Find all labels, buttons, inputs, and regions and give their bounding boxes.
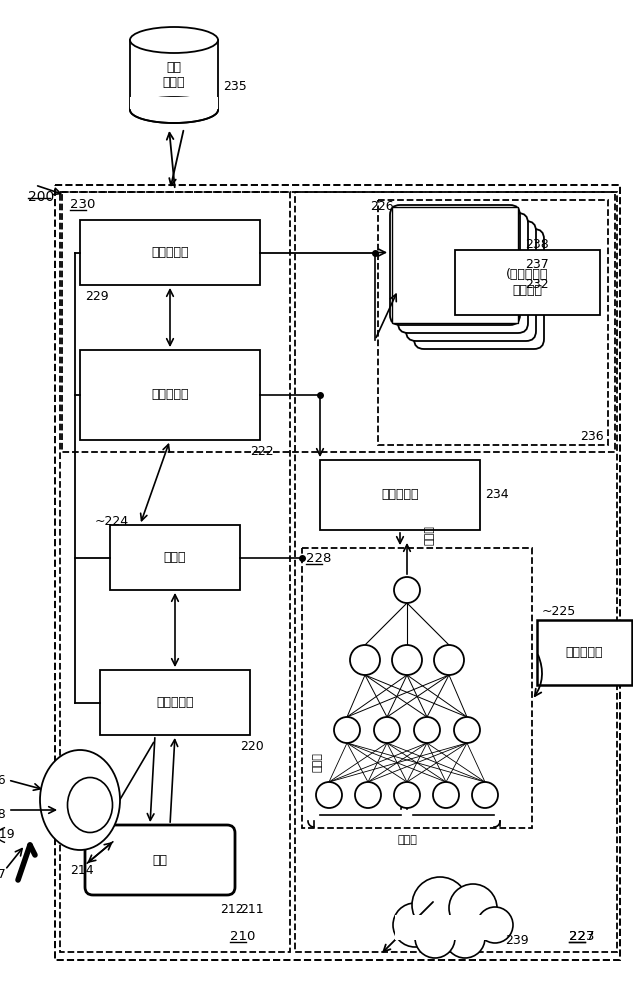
Circle shape [477, 907, 513, 943]
Circle shape [393, 903, 437, 947]
Text: 波束成形器: 波束成形器 [156, 696, 194, 709]
Text: 217: 217 [0, 868, 6, 882]
Text: 阵列: 阵列 [153, 854, 168, 866]
Bar [302, 548, 532, 828]
Ellipse shape [130, 97, 218, 123]
Text: 229: 229 [85, 290, 109, 303]
Text: 外部
存储器: 外部 存储器 [163, 61, 185, 89]
FancyBboxPatch shape [406, 221, 536, 341]
Bar [455, 250, 600, 315]
FancyBboxPatch shape [390, 205, 520, 325]
Ellipse shape [130, 27, 218, 53]
Text: 220: 220 [240, 740, 264, 753]
Text: (一个或多个
用户控制: (一个或多个 用户控制 [506, 268, 549, 296]
Text: 216: 216 [0, 774, 6, 786]
Circle shape [472, 782, 498, 808]
Text: 226: 226 [370, 200, 394, 213]
Bar [320, 460, 480, 530]
Bar [130, 97, 218, 110]
Text: 219: 219 [0, 828, 15, 842]
Text: 227: 227 [569, 930, 594, 943]
Text: ~224: ~224 [95, 515, 129, 528]
Text: 本地存储器: 本地存储器 [151, 246, 189, 259]
Text: 211: 211 [240, 903, 263, 916]
Text: 238: 238 [525, 238, 549, 251]
Text: 200: 200 [28, 190, 54, 204]
Ellipse shape [40, 750, 120, 850]
Text: 信号处理器: 信号处理器 [151, 388, 189, 401]
Text: 232: 232 [525, 278, 549, 292]
Text: 234: 234 [485, 488, 509, 502]
FancyBboxPatch shape [414, 229, 544, 349]
Text: 214: 214 [70, 863, 94, 876]
Bar [80, 220, 260, 285]
Bar [537, 620, 632, 685]
Circle shape [350, 645, 380, 675]
Text: 显示处理器: 显示处理器 [381, 488, 419, 502]
Bar [395, 915, 500, 940]
Text: 237: 237 [525, 258, 549, 271]
Circle shape [433, 782, 459, 808]
Bar [110, 525, 240, 590]
Text: 210: 210 [230, 930, 255, 943]
Circle shape [449, 884, 497, 932]
Text: 230: 230 [70, 198, 96, 211]
Bar [100, 670, 250, 735]
FancyBboxPatch shape [85, 825, 235, 895]
Text: ~225: ~225 [542, 605, 576, 618]
Text: 控制器: 控制器 [164, 551, 186, 564]
Bar [60, 192, 290, 952]
Bar [378, 200, 608, 445]
Text: 可执行指令: 可执行指令 [566, 646, 603, 659]
Text: 218: 218 [0, 808, 6, 822]
Circle shape [316, 782, 342, 808]
Circle shape [454, 717, 480, 743]
Circle shape [394, 782, 420, 808]
Circle shape [355, 782, 381, 808]
Circle shape [414, 717, 440, 743]
Text: 222: 222 [250, 445, 273, 458]
Text: 235: 235 [223, 81, 247, 94]
Circle shape [412, 877, 468, 933]
Ellipse shape [68, 778, 113, 832]
Text: 输出层: 输出层 [425, 525, 435, 545]
Circle shape [415, 918, 455, 958]
Circle shape [392, 645, 422, 675]
Bar [62, 192, 615, 452]
Bar [392, 207, 518, 323]
Circle shape [334, 717, 360, 743]
Bar [80, 350, 260, 440]
Text: 输入层: 输入层 [397, 835, 417, 845]
Text: 236: 236 [580, 430, 604, 443]
Bar [130, 40, 218, 110]
Bar [295, 192, 617, 952]
Text: 223: 223 [569, 930, 594, 943]
Text: 228: 228 [306, 552, 331, 565]
Text: 239: 239 [505, 934, 529, 946]
Circle shape [445, 918, 485, 958]
Circle shape [394, 577, 420, 603]
FancyBboxPatch shape [398, 213, 528, 333]
Circle shape [434, 645, 464, 675]
Bar [55, 185, 620, 960]
Text: 图像层: 图像层 [313, 753, 323, 772]
Circle shape [374, 717, 400, 743]
Text: 212: 212 [220, 903, 244, 916]
